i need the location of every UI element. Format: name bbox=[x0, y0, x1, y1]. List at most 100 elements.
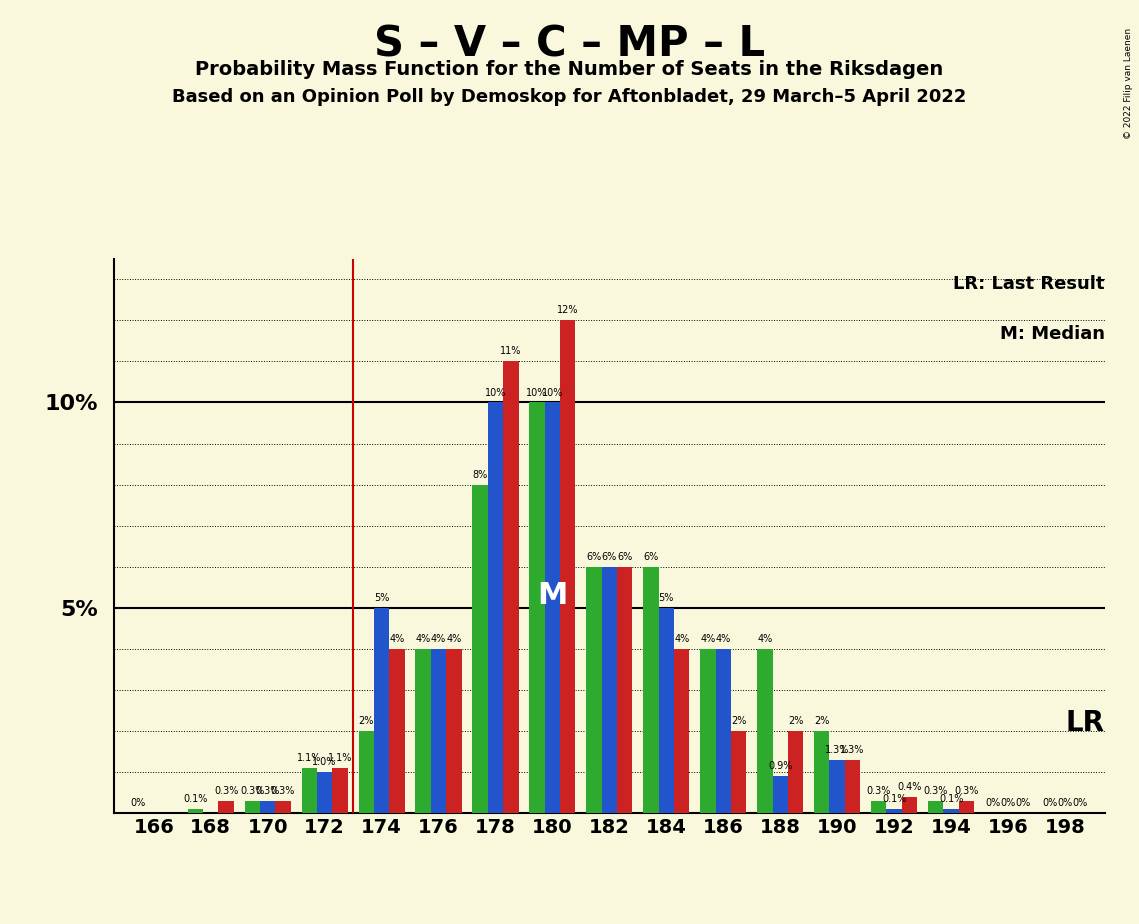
Bar bbox=[219, 801, 233, 813]
Text: 2%: 2% bbox=[731, 716, 746, 726]
Text: 4%: 4% bbox=[416, 634, 431, 644]
Text: LR: Last Result: LR: Last Result bbox=[953, 275, 1105, 293]
Bar bbox=[560, 321, 575, 813]
Text: 174: 174 bbox=[361, 818, 402, 837]
Text: 2%: 2% bbox=[814, 716, 829, 726]
Bar bbox=[544, 403, 560, 813]
Bar bbox=[902, 796, 917, 813]
Text: 6%: 6% bbox=[644, 552, 658, 562]
Text: 0%: 0% bbox=[1016, 798, 1031, 808]
Bar bbox=[674, 649, 689, 813]
Text: 6%: 6% bbox=[601, 552, 617, 562]
Text: 194: 194 bbox=[931, 818, 972, 837]
Text: Probability Mass Function for the Number of Seats in the Riksdagen: Probability Mass Function for the Number… bbox=[196, 60, 943, 79]
Text: 0%: 0% bbox=[1000, 798, 1016, 808]
Text: 4%: 4% bbox=[700, 634, 715, 644]
Text: 4%: 4% bbox=[757, 634, 772, 644]
Bar bbox=[644, 566, 658, 813]
Text: 176: 176 bbox=[418, 818, 459, 837]
Text: 11%: 11% bbox=[500, 346, 522, 357]
Text: 2%: 2% bbox=[788, 716, 803, 726]
Text: 168: 168 bbox=[190, 818, 231, 837]
Text: 166: 166 bbox=[133, 818, 174, 837]
Bar bbox=[317, 772, 333, 813]
Text: 186: 186 bbox=[703, 818, 744, 837]
Bar bbox=[658, 608, 674, 813]
Bar bbox=[788, 731, 803, 813]
Text: 198: 198 bbox=[1044, 818, 1085, 837]
Bar bbox=[302, 768, 317, 813]
Text: 184: 184 bbox=[646, 818, 687, 837]
Text: 5%: 5% bbox=[658, 593, 674, 602]
Text: 4%: 4% bbox=[446, 634, 461, 644]
Bar bbox=[390, 649, 404, 813]
Text: 192: 192 bbox=[874, 818, 915, 837]
Text: 0.3%: 0.3% bbox=[214, 786, 238, 796]
Bar bbox=[431, 649, 446, 813]
Text: Based on an Opinion Poll by Demoskop for Aftonbladet, 29 March–5 April 2022: Based on an Opinion Poll by Demoskop for… bbox=[172, 88, 967, 105]
Text: LR: LR bbox=[1066, 709, 1105, 736]
Text: 0.9%: 0.9% bbox=[768, 761, 793, 772]
Bar bbox=[359, 731, 374, 813]
Text: © 2022 Filip van Laenen: © 2022 Filip van Laenen bbox=[1124, 28, 1133, 139]
Bar bbox=[617, 566, 632, 813]
Bar bbox=[757, 649, 772, 813]
Text: 0.3%: 0.3% bbox=[954, 786, 978, 796]
Bar bbox=[845, 760, 860, 813]
Text: 188: 188 bbox=[760, 818, 801, 837]
Bar bbox=[871, 801, 886, 813]
Bar bbox=[700, 649, 715, 813]
Text: 0.3%: 0.3% bbox=[271, 786, 295, 796]
Text: 4%: 4% bbox=[674, 634, 689, 644]
Bar bbox=[772, 776, 788, 813]
Bar bbox=[473, 484, 487, 813]
Bar bbox=[487, 403, 503, 813]
Text: M: Median: M: Median bbox=[1000, 325, 1105, 343]
Text: 0%: 0% bbox=[985, 798, 1000, 808]
Text: 10%: 10% bbox=[542, 387, 563, 397]
Text: 190: 190 bbox=[817, 818, 858, 837]
Text: 1.0%: 1.0% bbox=[312, 757, 337, 767]
Text: 4%: 4% bbox=[715, 634, 731, 644]
Bar bbox=[446, 649, 461, 813]
Text: 1.3%: 1.3% bbox=[825, 745, 850, 755]
Bar bbox=[959, 801, 974, 813]
Text: S – V – C – MP – L: S – V – C – MP – L bbox=[374, 23, 765, 65]
Bar bbox=[245, 801, 260, 813]
Text: 170: 170 bbox=[247, 818, 288, 837]
Text: 0.3%: 0.3% bbox=[867, 786, 891, 796]
Bar bbox=[928, 801, 943, 813]
Bar bbox=[374, 608, 390, 813]
Text: 0%: 0% bbox=[131, 798, 146, 808]
Text: 0.3%: 0.3% bbox=[240, 786, 264, 796]
Text: 8%: 8% bbox=[473, 469, 487, 480]
Bar bbox=[943, 809, 959, 813]
Text: 0.4%: 0.4% bbox=[898, 782, 921, 792]
Text: 4%: 4% bbox=[390, 634, 404, 644]
Text: 4%: 4% bbox=[431, 634, 446, 644]
Bar bbox=[276, 801, 290, 813]
Bar bbox=[886, 809, 902, 813]
Text: 1.1%: 1.1% bbox=[328, 753, 352, 763]
Text: 196: 196 bbox=[988, 818, 1029, 837]
Text: 10%: 10% bbox=[526, 387, 548, 397]
Text: 172: 172 bbox=[304, 818, 345, 837]
Bar bbox=[416, 649, 431, 813]
Text: 180: 180 bbox=[532, 818, 573, 837]
Text: 0.3%: 0.3% bbox=[924, 786, 948, 796]
Bar bbox=[587, 566, 601, 813]
Bar bbox=[530, 403, 544, 813]
Text: 0%: 0% bbox=[1057, 798, 1073, 808]
Text: 0%: 0% bbox=[1042, 798, 1057, 808]
Bar bbox=[829, 760, 845, 813]
Bar bbox=[731, 731, 746, 813]
Text: 6%: 6% bbox=[617, 552, 632, 562]
Text: 178: 178 bbox=[475, 818, 516, 837]
Text: 1.1%: 1.1% bbox=[297, 753, 321, 763]
Bar bbox=[333, 768, 347, 813]
Text: 12%: 12% bbox=[557, 306, 579, 315]
Text: M: M bbox=[538, 581, 567, 610]
Text: 5%: 5% bbox=[374, 593, 390, 602]
Bar bbox=[188, 809, 203, 813]
Text: 10%: 10% bbox=[485, 387, 506, 397]
